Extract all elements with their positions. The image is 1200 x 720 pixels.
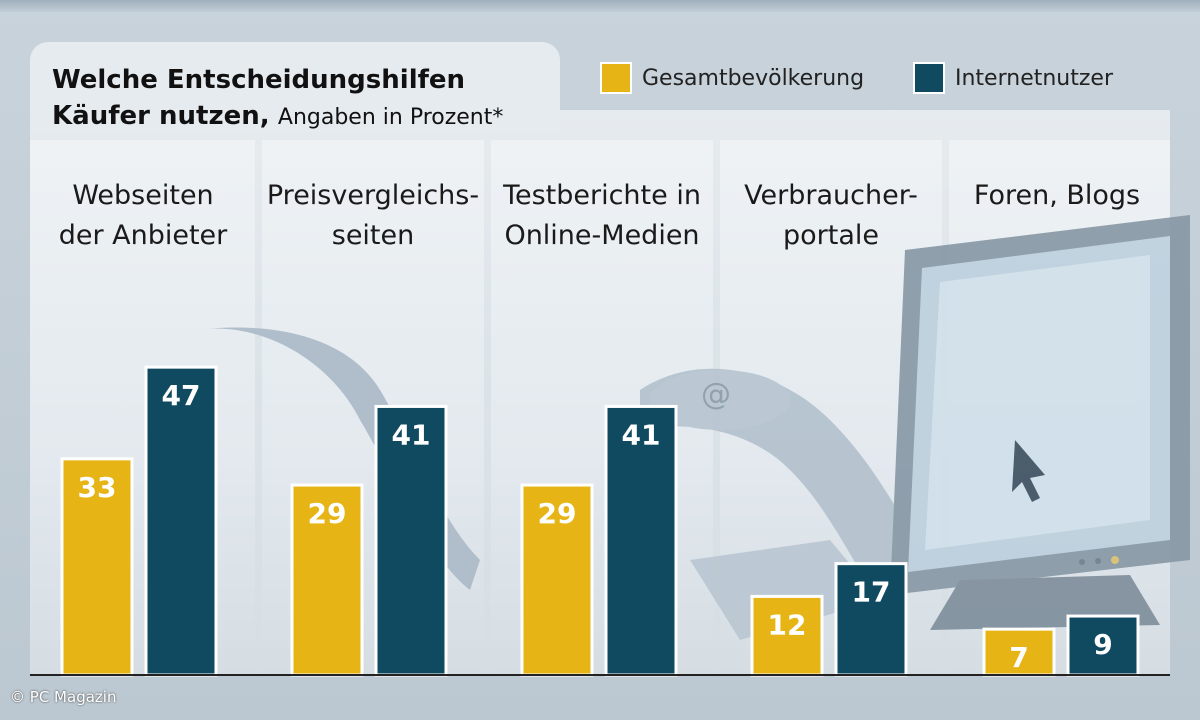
bar-internet-2 bbox=[374, 404, 448, 677]
bar-gesamt-5 bbox=[982, 627, 1056, 677]
chart-title-bold: Käufer nutzen, bbox=[52, 101, 270, 131]
bar-internet-4 bbox=[834, 562, 908, 677]
legend-swatch-gesamt bbox=[600, 62, 632, 94]
title-tab bbox=[30, 42, 560, 132]
legend-swatch-internet bbox=[913, 62, 945, 94]
data-label-internet-3: 41 bbox=[622, 418, 661, 451]
bar-internet-3 bbox=[604, 404, 678, 677]
bar-gesamt-2 bbox=[290, 483, 364, 677]
legend-label-gesamt: Gesamtbevölkerung bbox=[642, 65, 865, 91]
bar-internet-1 bbox=[144, 365, 218, 677]
copyright-text: © PC Magazin bbox=[10, 688, 117, 706]
data-label-gesamt-3: 29 bbox=[538, 497, 577, 530]
category-label-1: Webseiten der Anbieter bbox=[58, 180, 228, 251]
bar-gesamt-3 bbox=[520, 483, 594, 677]
category-label-2: Preisvergleichs- seiten bbox=[266, 180, 480, 251]
legend-item-internet: Internetnutzer bbox=[913, 58, 1113, 98]
data-label-gesamt-5: 7 bbox=[1009, 641, 1028, 674]
data-label-internet-2: 41 bbox=[392, 418, 431, 451]
bars-group: 33 29 29 12 7 47 41 41 17 9 bbox=[60, 365, 1140, 677]
data-label-internet-4: 17 bbox=[852, 576, 891, 609]
data-label-gesamt-1: 33 bbox=[78, 471, 117, 504]
legend-label-internet: Internetnutzer bbox=[955, 65, 1113, 91]
data-label-gesamt-4: 12 bbox=[768, 608, 807, 641]
category-label-4: Verbraucher- portale bbox=[744, 180, 918, 251]
chart-subtitle: Angaben in Prozent* bbox=[277, 105, 504, 130]
top-band bbox=[0, 0, 1200, 12]
data-label-gesamt-2: 29 bbox=[308, 497, 347, 530]
bar-gesamt-1 bbox=[60, 457, 134, 677]
legend-item-gesamt: Gesamtbevölkerung bbox=[600, 58, 864, 98]
category-label-5: Foren, Blogs bbox=[973, 180, 1141, 211]
chart-title: Welche Entscheidungshilfen Käufer nutzen… bbox=[52, 62, 552, 136]
svg-text:@: @ bbox=[701, 377, 731, 412]
category-label-3: Testberichte in Online-Medien bbox=[503, 180, 701, 251]
data-label-internet-5: 9 bbox=[1093, 628, 1112, 661]
monitor-illustration: @ bbox=[195, 215, 1190, 640]
data-label-internet-1: 47 bbox=[162, 379, 201, 412]
chart-title-line1: Welche Entscheidungshilfen bbox=[52, 65, 466, 95]
